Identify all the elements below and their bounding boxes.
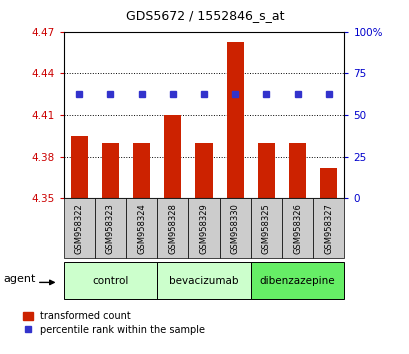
Text: GDS5672 / 1552846_s_at: GDS5672 / 1552846_s_at <box>126 9 283 22</box>
Bar <box>157 262 250 299</box>
Bar <box>288 143 306 198</box>
Bar <box>226 41 243 198</box>
Text: control: control <box>92 275 128 286</box>
Bar <box>63 198 94 258</box>
Text: GSM958324: GSM958324 <box>137 203 146 254</box>
Bar <box>133 143 150 198</box>
Bar <box>94 198 126 258</box>
Text: GSM958330: GSM958330 <box>230 203 239 254</box>
Text: bevacizumab: bevacizumab <box>169 275 238 286</box>
Text: agent: agent <box>3 274 36 284</box>
Text: GSM958322: GSM958322 <box>74 203 83 254</box>
Text: GSM958328: GSM958328 <box>168 203 177 254</box>
Bar <box>250 198 281 258</box>
Bar <box>250 262 344 299</box>
Bar <box>188 198 219 258</box>
Legend: transformed count, percentile rank within the sample: transformed count, percentile rank withi… <box>21 309 207 337</box>
Bar <box>70 136 88 198</box>
Bar <box>257 143 274 198</box>
Bar <box>164 115 181 198</box>
Bar <box>312 198 344 258</box>
Text: GSM958327: GSM958327 <box>324 203 333 254</box>
Bar <box>63 262 157 299</box>
Bar <box>157 198 188 258</box>
Bar <box>126 198 157 258</box>
Text: GSM958326: GSM958326 <box>292 203 301 254</box>
Text: GSM958323: GSM958323 <box>106 203 115 254</box>
Bar <box>195 143 212 198</box>
Bar <box>219 198 250 258</box>
Bar <box>281 198 312 258</box>
Text: GSM958325: GSM958325 <box>261 203 270 254</box>
Text: GSM958329: GSM958329 <box>199 203 208 254</box>
Text: dibenzazepine: dibenzazepine <box>259 275 335 286</box>
Bar <box>101 143 119 198</box>
Bar <box>319 168 337 198</box>
